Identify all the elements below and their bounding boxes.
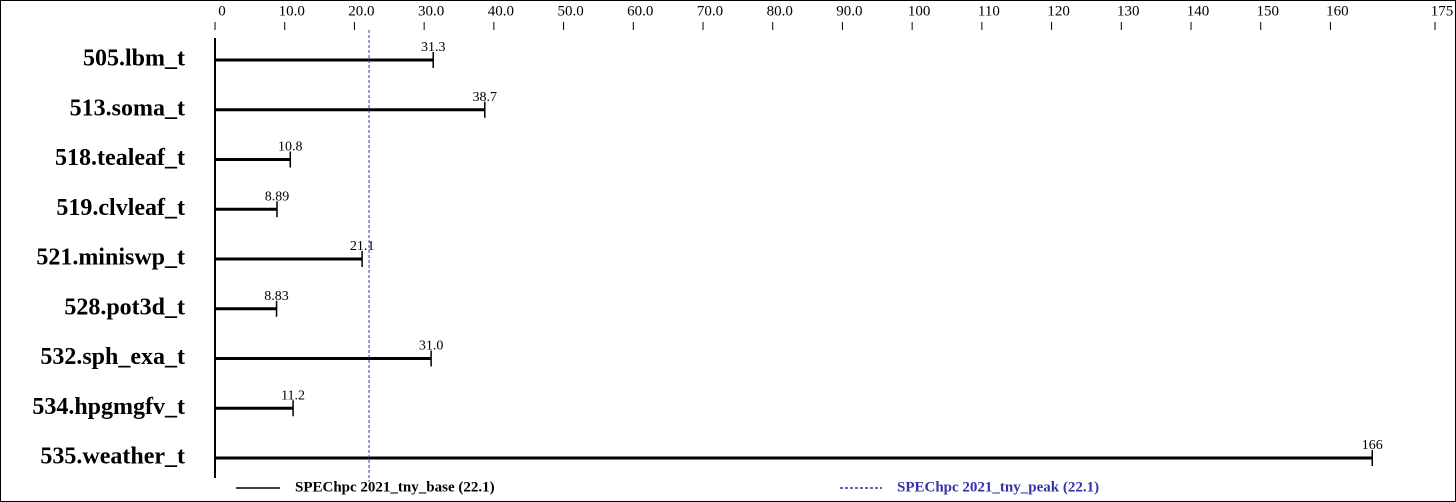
x-tick-label: 110 bbox=[978, 3, 1000, 19]
x-tick-label: 160 bbox=[1326, 3, 1349, 19]
legend-label: SPEChpc 2021_tny_base (22.1) bbox=[295, 479, 495, 495]
category-label: 519.clvleaf_t bbox=[56, 195, 185, 221]
x-tick-label: 140 bbox=[1187, 3, 1210, 19]
x-tick-label: 100 bbox=[908, 3, 931, 19]
x-tick-label: 0 bbox=[218, 3, 226, 19]
data-label: 11.2 bbox=[281, 388, 305, 403]
x-tick-label: 90.0 bbox=[836, 3, 862, 19]
x-tick-label: 30.0 bbox=[418, 3, 444, 19]
x-tick-label: 70.0 bbox=[697, 3, 723, 19]
category-label: 505.lbm_t bbox=[83, 46, 185, 72]
x-tick-label: 175 bbox=[1431, 3, 1454, 19]
data-label: 31.0 bbox=[419, 339, 444, 354]
data-label: 8.83 bbox=[264, 289, 289, 304]
category-label: 518.tealeaf_t bbox=[55, 145, 185, 171]
x-tick-label: 80.0 bbox=[767, 3, 793, 19]
category-label: 534.hpgmgfv_t bbox=[32, 394, 185, 420]
x-tick-label: 60.0 bbox=[627, 3, 653, 19]
category-label: 521.miniswp_t bbox=[36, 245, 185, 271]
x-tick-label: 10.0 bbox=[279, 3, 305, 19]
x-tick-label: 130 bbox=[1117, 3, 1140, 19]
category-label: 513.soma_t bbox=[70, 95, 185, 121]
data-label: 31.3 bbox=[421, 40, 446, 55]
x-tick-label: 40.0 bbox=[488, 3, 514, 19]
category-label: 535.weather_t bbox=[40, 444, 185, 470]
data-label: 10.8 bbox=[278, 140, 303, 155]
data-label: 8.89 bbox=[265, 189, 290, 204]
data-label: 166 bbox=[1362, 438, 1383, 453]
legend-label: SPEChpc 2021_tny_peak (22.1) bbox=[897, 479, 1099, 495]
x-tick-label: 50.0 bbox=[557, 3, 583, 19]
category-label: 532.sph_exa_t bbox=[40, 344, 185, 370]
x-tick-label: 120 bbox=[1047, 3, 1070, 19]
category-label: 528.pot3d_t bbox=[64, 294, 185, 320]
x-tick-label: 150 bbox=[1256, 3, 1279, 19]
x-tick-label: 20.0 bbox=[348, 3, 374, 19]
data-label: 21.1 bbox=[350, 239, 375, 254]
data-label: 38.7 bbox=[473, 90, 498, 105]
